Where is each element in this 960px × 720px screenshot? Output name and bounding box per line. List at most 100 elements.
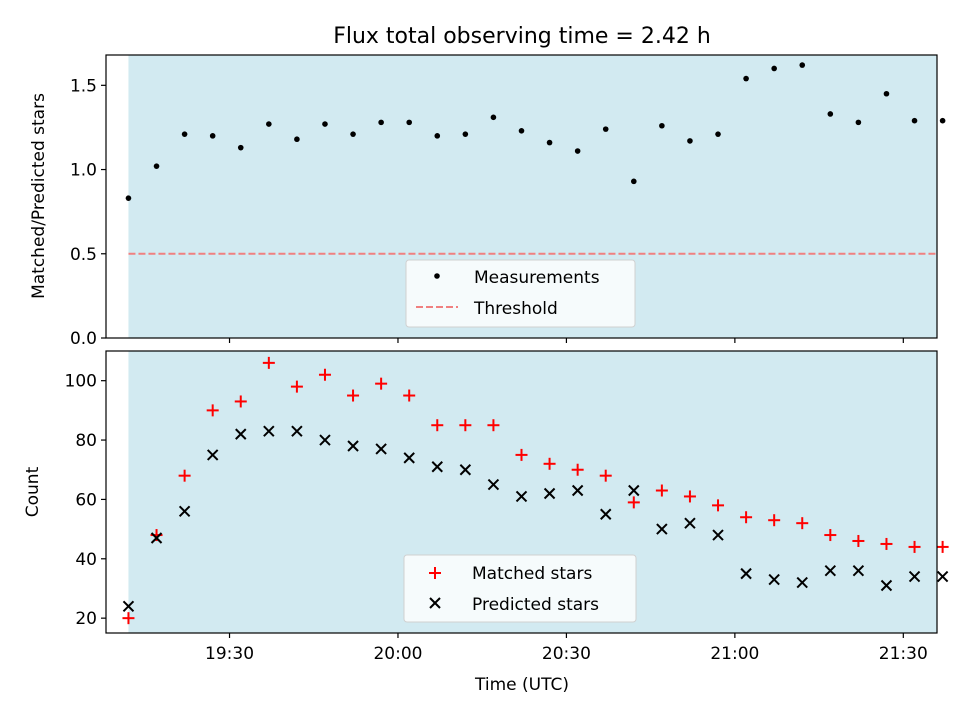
ratio-ytick-label: 1.5 bbox=[70, 76, 97, 96]
measurement-point bbox=[659, 122, 665, 129]
ratio-ytick-label: 1.0 bbox=[70, 161, 97, 181]
measurement-point bbox=[911, 117, 918, 124]
measurement-point bbox=[322, 121, 328, 127]
matched-star-point bbox=[880, 537, 893, 550]
measurement-point bbox=[462, 131, 469, 137]
legend-measurements-label: Measurements bbox=[474, 268, 600, 288]
predicted-star-point bbox=[122, 600, 135, 612]
predicted-star-point bbox=[403, 452, 415, 464]
measurement-point bbox=[883, 90, 890, 97]
measurement-point bbox=[715, 131, 721, 137]
matched-star-point bbox=[487, 419, 500, 432]
predicted-star-point bbox=[459, 464, 472, 476]
predicted-star-point bbox=[796, 576, 808, 589]
measurement-point bbox=[687, 138, 693, 144]
measurement-point bbox=[209, 133, 216, 139]
matched-star-point bbox=[936, 540, 949, 553]
matched-star-point bbox=[375, 377, 388, 390]
matched-star-point bbox=[290, 380, 303, 393]
predicted-star-point bbox=[684, 517, 696, 529]
matched-star-point bbox=[431, 419, 444, 432]
predicted-star-point bbox=[487, 478, 500, 491]
matched-star-point bbox=[347, 389, 360, 402]
measurement-point bbox=[574, 148, 581, 154]
count-panel-xlabel: Time (UTC) bbox=[474, 675, 569, 695]
predicted-star-point bbox=[656, 523, 668, 535]
measurement-point bbox=[237, 144, 244, 151]
matched-star-point bbox=[768, 514, 781, 527]
count-xtick-label: 21:00 bbox=[710, 644, 759, 664]
count-ytick-label: 60 bbox=[75, 490, 97, 510]
predicted-star-point bbox=[768, 573, 780, 586]
matched-star-point bbox=[712, 499, 725, 512]
predicted-star-point bbox=[571, 484, 584, 497]
measurement-point bbox=[939, 117, 946, 124]
count-panel: 20 40 60 80 100 19:30 20:00 20:30 21:00 21:30 Co… bbox=[23, 350, 949, 695]
measurement-point bbox=[266, 121, 272, 127]
legend-threshold-label: Threshold bbox=[473, 299, 558, 319]
matched-star-point bbox=[655, 484, 668, 497]
count-legend: Matched stars Predicted stars bbox=[403, 554, 637, 623]
measurement-point bbox=[546, 139, 553, 146]
matched-star-point bbox=[459, 419, 472, 432]
count-xtick-label: 20:00 bbox=[373, 644, 422, 664]
predicted-star-point bbox=[740, 567, 752, 580]
predicted-star-point bbox=[431, 461, 443, 473]
chart-title: Flux total observing time = 2.42 h bbox=[333, 24, 711, 49]
matched-star-point bbox=[122, 612, 135, 625]
predicted-star-point bbox=[375, 443, 387, 455]
measurement-point bbox=[855, 119, 862, 126]
measurement-point bbox=[434, 133, 441, 139]
matched-star-point bbox=[543, 457, 556, 470]
measurement-point bbox=[350, 131, 356, 137]
measurement-point bbox=[771, 65, 777, 72]
matched-star-point bbox=[403, 389, 416, 402]
predicted-star-point bbox=[263, 425, 275, 437]
measurement-point bbox=[294, 136, 300, 143]
measurement-point bbox=[406, 119, 413, 126]
count-ytick-label: 20 bbox=[75, 609, 97, 629]
measurement-point bbox=[827, 111, 834, 117]
predicted-star-point bbox=[908, 570, 921, 583]
count-ytick-label: 80 bbox=[75, 431, 97, 451]
predicted-star-point bbox=[712, 529, 724, 541]
predicted-star-point bbox=[319, 434, 331, 446]
matched-star-point bbox=[234, 395, 247, 408]
legend-predicted-marker bbox=[429, 597, 441, 609]
count-ytick-label: 40 bbox=[75, 550, 97, 570]
measurement-point bbox=[181, 131, 188, 137]
matched-star-point bbox=[318, 368, 331, 381]
matched-star-point bbox=[683, 490, 696, 503]
legend-measurements-marker bbox=[434, 273, 440, 279]
measurement-point bbox=[378, 119, 384, 126]
ratio-ytick-label: 0.0 bbox=[70, 329, 97, 349]
matched-star-point bbox=[627, 496, 640, 509]
measurement-point bbox=[518, 128, 525, 134]
matched-star-point bbox=[824, 529, 837, 542]
predicted-star-point bbox=[347, 440, 359, 452]
matched-star-point bbox=[515, 448, 528, 461]
legend-predicted-label: Predicted stars bbox=[472, 595, 599, 615]
matched-star-point bbox=[571, 463, 584, 476]
matched-star-point bbox=[908, 540, 921, 553]
predicted-star-point bbox=[235, 428, 247, 440]
matched-star-point bbox=[262, 356, 275, 369]
measurement-point bbox=[799, 62, 806, 68]
measurement-point bbox=[743, 75, 749, 82]
count-xtick-label: 21:30 bbox=[879, 644, 928, 664]
count-legend-box bbox=[403, 554, 637, 623]
count-xtick-label: 20:30 bbox=[542, 644, 591, 664]
ratio-legend: Measurements Threshold bbox=[405, 259, 636, 328]
predicted-star-point bbox=[291, 425, 303, 437]
ratio-ytick-label: 0.5 bbox=[70, 245, 97, 265]
predicted-star-point bbox=[824, 564, 837, 577]
predicted-star-point bbox=[880, 579, 893, 592]
count-panel-ylabel: Count bbox=[23, 466, 43, 517]
legend-matched-label: Matched stars bbox=[472, 564, 592, 584]
predicted-star-point bbox=[515, 490, 528, 503]
ratio-panel-ylabel: Matched/Predicted stars bbox=[29, 93, 49, 299]
ratio-panel-frame bbox=[105, 54, 938, 339]
predicted-star-point bbox=[600, 508, 612, 520]
matched-star-point bbox=[206, 404, 219, 417]
